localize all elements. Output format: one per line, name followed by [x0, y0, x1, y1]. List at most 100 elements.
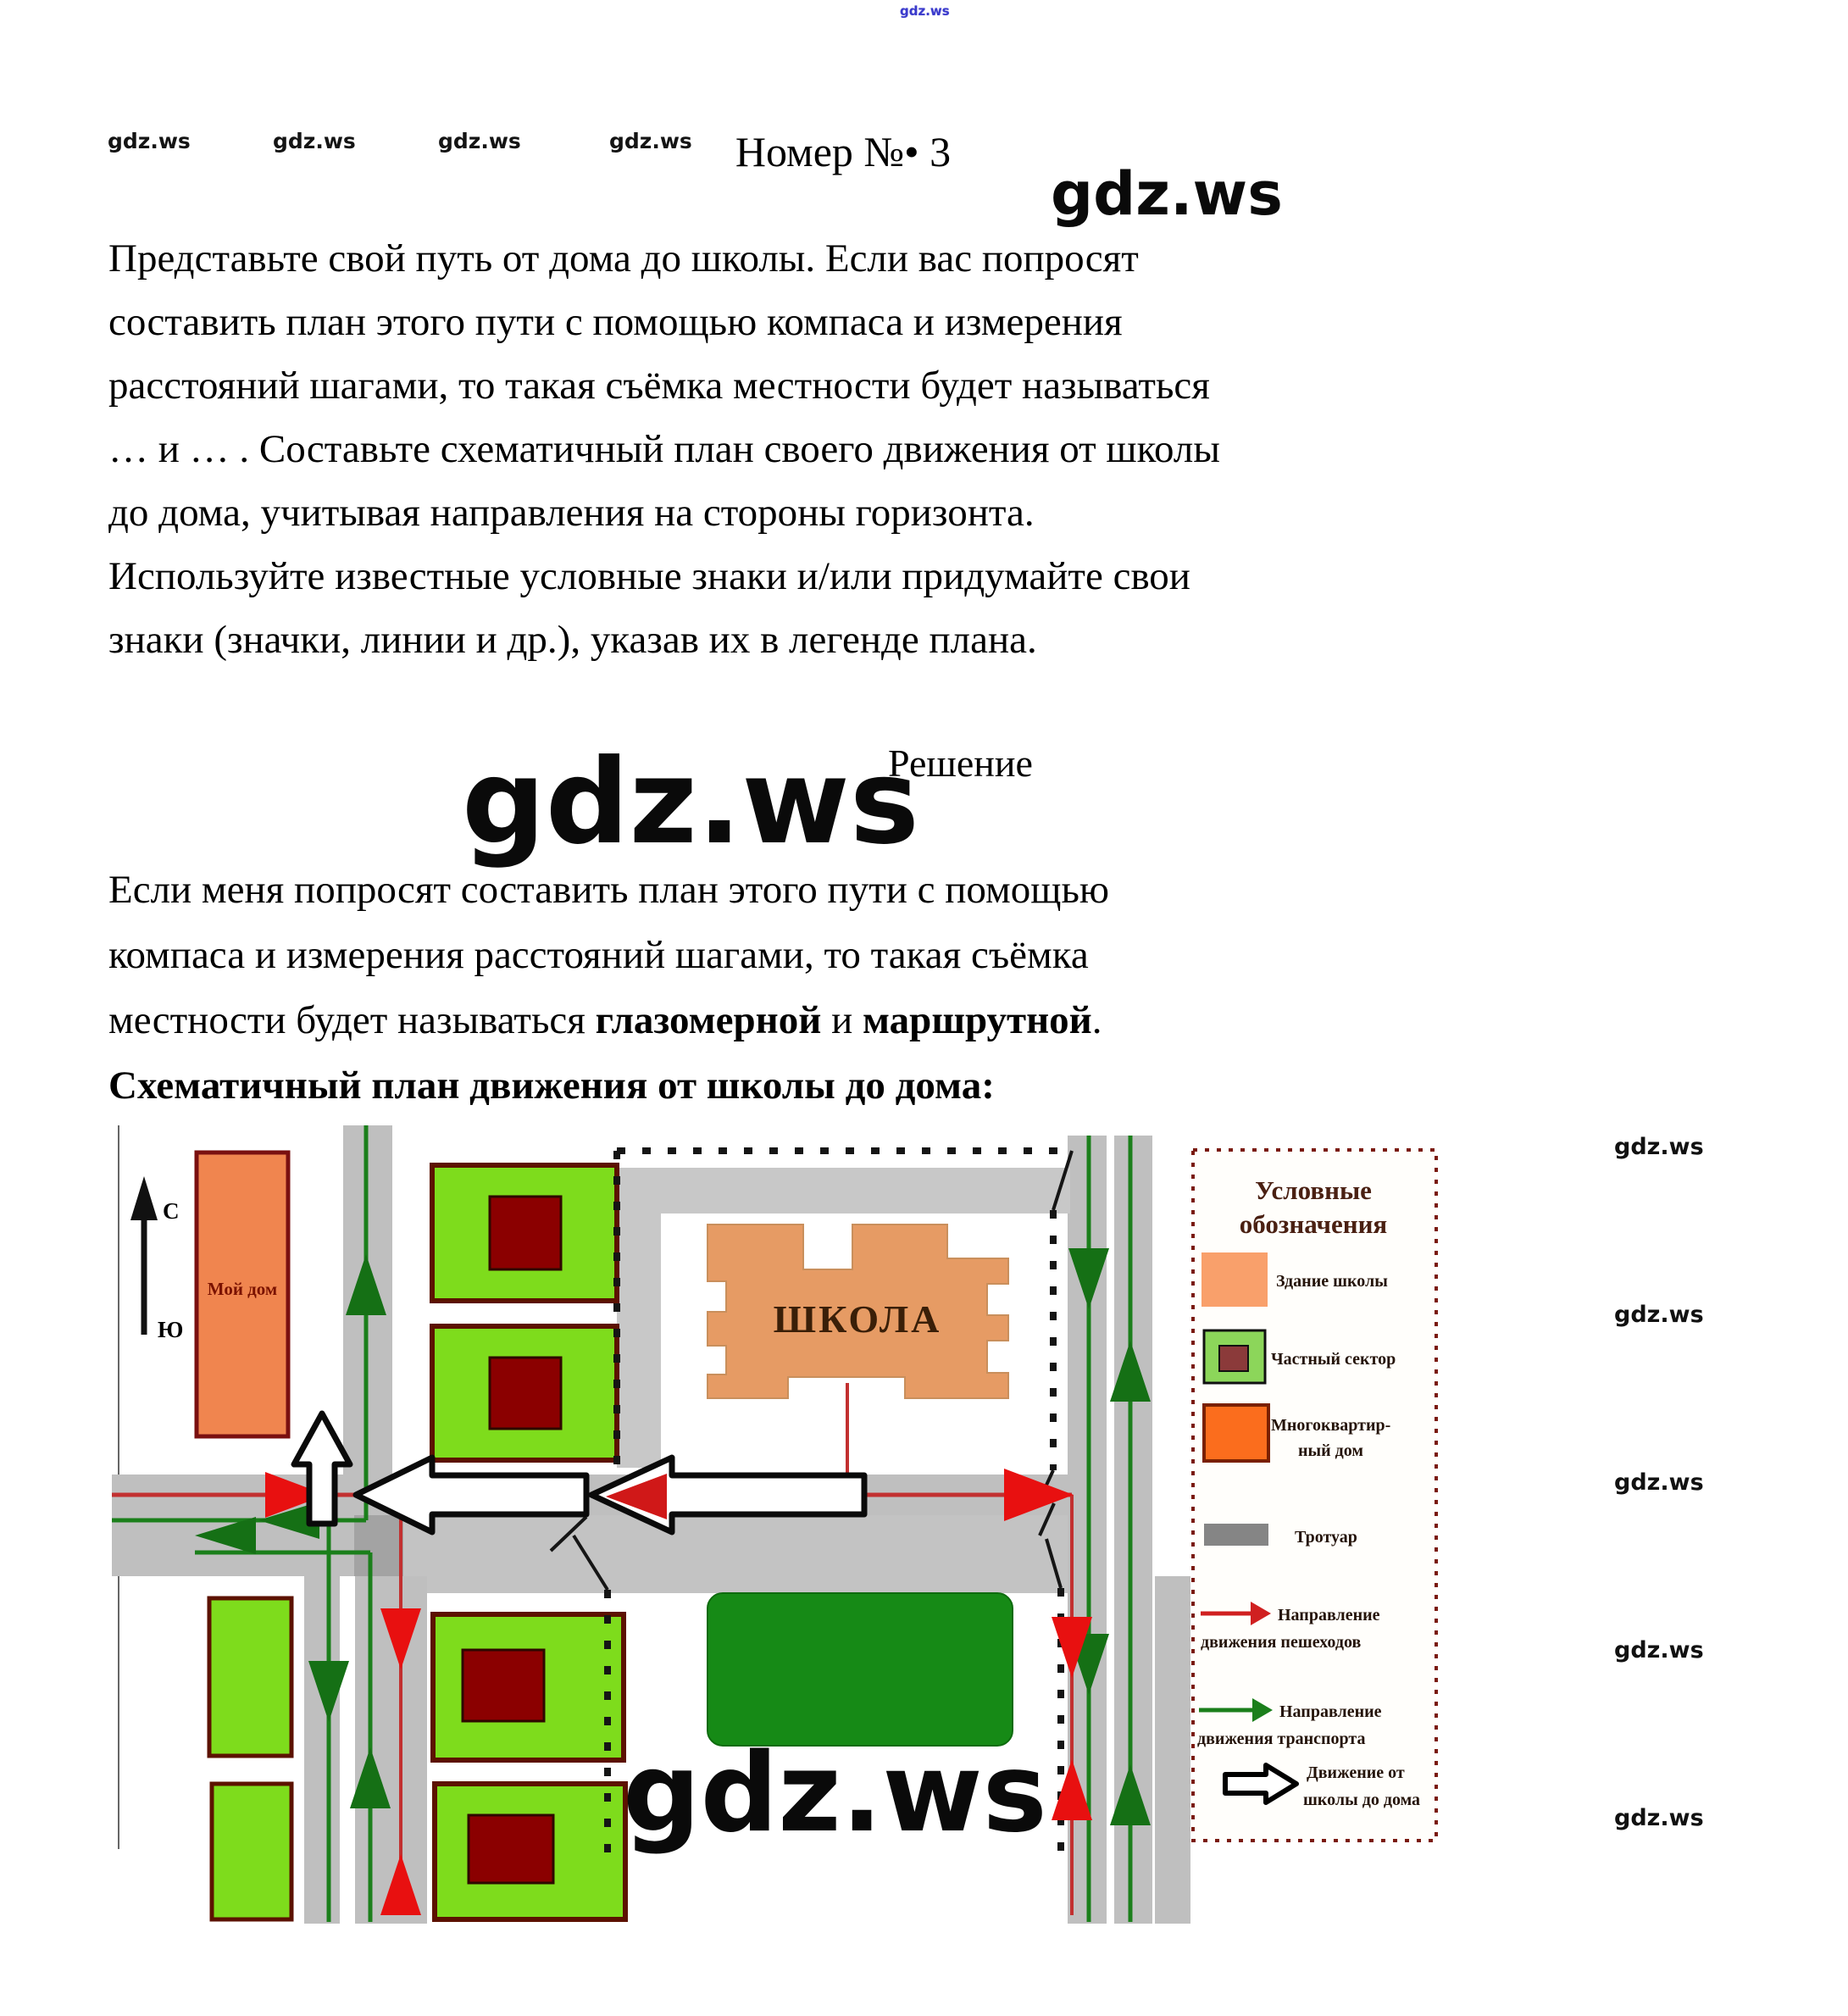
private-house: [488, 1356, 563, 1430]
legend-item-label: Здание школы: [1276, 1272, 1388, 1291]
park-fence-diagonal: [1045, 1538, 1063, 1589]
legend-item-label: Частный сектор: [1271, 1350, 1396, 1369]
east-road-divider: [1107, 1136, 1114, 1924]
watermark-right-4: gdz.ws: [1614, 1637, 1704, 1663]
green-lot: [207, 1596, 294, 1758]
legend-apartment-swatch: [1202, 1403, 1270, 1463]
compass-south-label: Ю: [158, 1317, 183, 1342]
legend-item-label: движения транспорта: [1197, 1730, 1365, 1748]
transport-arrow-up-icon: [1110, 1341, 1151, 1402]
problem-line: расстояний шагами, то такая съёмка местн…: [108, 364, 1210, 408]
problem-line: Представьте свой путь от дома до школы. …: [108, 236, 1139, 280]
solution-text: Если меня попросят составить план этого …: [108, 858, 1109, 1119]
compass-north-label: С: [163, 1198, 180, 1224]
watermark-right-1: gdz.ws: [1614, 1134, 1704, 1160]
solution-line: Если меня попросят составить план этого …: [108, 868, 1109, 912]
route-arrows: [291, 1410, 868, 1536]
legend-item-label: Тротуар: [1295, 1528, 1357, 1547]
pedestrian-arrow-up-icon: [1052, 1759, 1092, 1820]
south-sidewalk-apron: [402, 1515, 1068, 1593]
legend-item-label: Направление: [1278, 1606, 1380, 1624]
legend-school-swatch: [1201, 1252, 1268, 1307]
compass: С Ю: [130, 1176, 183, 1342]
park-fence-diagonal: [549, 1515, 588, 1552]
transport-arrow-left-icon: [195, 1517, 256, 1554]
transport-arrow-up-icon: [346, 1254, 386, 1315]
watermark-big-map: gdz.ws: [623, 1730, 1047, 1857]
map-legend: Условные обозначения Здание школы Частны…: [1191, 1148, 1438, 1842]
legend-item-label: движения пешеходов: [1201, 1633, 1361, 1652]
bold-term-2: маршрутной: [862, 998, 1092, 1042]
problem-line: до дома, учитывая направления на стороны…: [108, 491, 1035, 535]
pedestrian-arrow-right-icon: [265, 1472, 326, 1518]
my-home-label: Мой дом: [208, 1279, 277, 1299]
south-road-divider: [340, 1576, 355, 1924]
legend-item-label: ный дом: [1298, 1441, 1363, 1460]
school-west-sidewalk: [617, 1168, 661, 1468]
transport-arrow-up-icon: [350, 1747, 391, 1808]
pedestrian-arrow-down-icon: [1052, 1617, 1092, 1678]
private-house: [467, 1813, 555, 1885]
route-arrow-left-icon: [352, 1454, 590, 1536]
crosswalk: [354, 1515, 403, 1576]
park-fence-diagonal: [572, 1534, 609, 1591]
legend-item-label: Движение от: [1307, 1763, 1405, 1782]
private-house: [461, 1648, 546, 1723]
pedestrian-arrows: [265, 1469, 1092, 1915]
school-north-sidewalk: [617, 1168, 1070, 1213]
bold-term-1: глазомерной: [595, 998, 822, 1042]
legend-item-label: школы до дома: [1303, 1791, 1420, 1809]
legend-sidewalk-swatch: [1204, 1524, 1268, 1546]
pedestrian-arrow-right-icon: [1004, 1469, 1074, 1521]
problem-line: знаки (значки, линии и др.), указав их в…: [108, 618, 1037, 662]
watermark-top-blue: gdz.ws: [900, 3, 950, 19]
watermark-row-2: gdz.ws: [273, 129, 356, 153]
legend-pedestrian-arrow-icon: [1251, 1602, 1271, 1625]
solution-bold-heading: Схематичный план движения от школы до до…: [108, 1064, 995, 1108]
transport-arrow-left-icon: [258, 1502, 319, 1539]
pedestrian-arrow-up-icon: [380, 1854, 421, 1915]
park-fence-diagonal: [1038, 1502, 1056, 1536]
school-building: [707, 1224, 1009, 1399]
school-fence-diagonal: [1052, 1150, 1074, 1211]
legend-private-house-swatch: [1218, 1345, 1249, 1372]
legend-title-line2: обозначения: [1240, 1209, 1387, 1239]
east-road-apron: [1155, 1576, 1190, 1924]
problem-line: Используйте известные условные знаки и/и…: [108, 554, 1190, 598]
green-lot: [209, 1781, 294, 1922]
transport-arrow-up-icon: [1110, 1764, 1151, 1825]
transport-arrow-down-icon: [308, 1661, 349, 1722]
legend-item-label: Многоквартир-: [1271, 1416, 1390, 1435]
school-label: ШКОЛА: [774, 1297, 942, 1341]
problem-text: Представьте свой путь от дома до школы. …: [108, 227, 1220, 672]
watermark-big-top-right: gdz.ws: [1051, 159, 1283, 229]
problem-line: составить план этого пути с помощью комп…: [108, 300, 1123, 344]
watermark-right-3: gdz.ws: [1614, 1469, 1704, 1496]
legend-item-label: Направление: [1279, 1702, 1382, 1721]
watermark-right-2: gdz.ws: [1614, 1302, 1704, 1328]
transport-arrows: [195, 1248, 1151, 1825]
route-arrow-up-icon: [291, 1410, 353, 1527]
solution-heading: Решение: [888, 741, 1033, 785]
watermark-big-middle: gdz.ws: [462, 734, 919, 870]
compass-arrow-icon: [130, 1176, 158, 1220]
watermark-row-1: gdz.ws: [108, 129, 191, 153]
transport-arrow-down-icon: [1068, 1248, 1109, 1309]
problem-line: … и … . Составьте схематичный план своег…: [108, 427, 1220, 471]
pedestrian-arrow-left-icon: [606, 1474, 667, 1519]
my-home-building: [194, 1150, 291, 1439]
route-map: Мой дом ШКОЛА: [112, 1125, 1438, 1924]
private-house: [488, 1195, 563, 1271]
watermark-right-5: gdz.ws: [1614, 1805, 1704, 1831]
pedestrian-arrow-down-icon: [380, 1608, 421, 1669]
legend-transport-arrow-icon: [1252, 1698, 1273, 1722]
solution-line: компаса и измерения расстояний шагами, т…: [108, 933, 1089, 977]
watermark-row-3: gdz.ws: [438, 129, 521, 153]
page-title: Номер №• 3: [735, 128, 952, 175]
buildings: Мой дом ШКОЛА: [194, 1150, 1009, 1922]
watermark-row-4: gdz.ws: [609, 129, 692, 153]
solution-line-emphasis: местности будет называться глазомерной и…: [108, 998, 1102, 1042]
legend-route-arrow-icon: [1223, 1763, 1299, 1805]
park-area: [707, 1592, 1013, 1747]
